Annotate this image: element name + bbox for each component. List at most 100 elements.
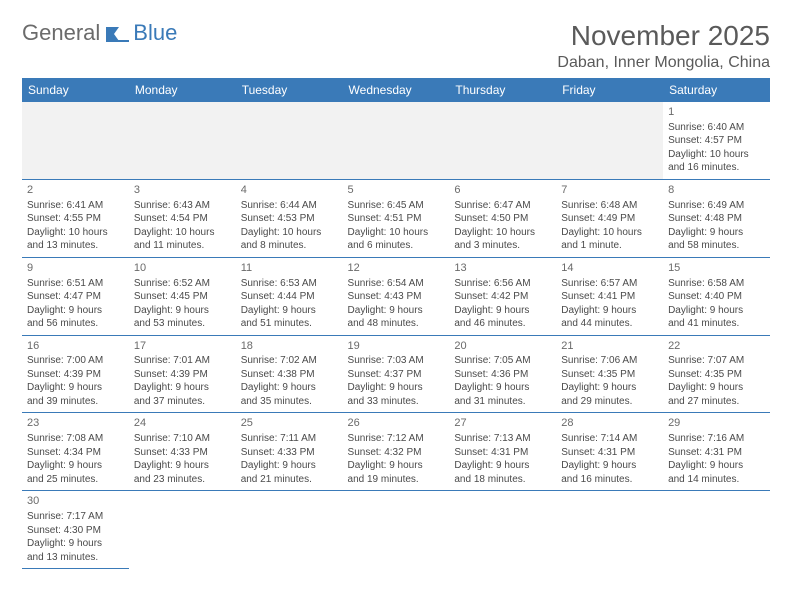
day-number: 18 bbox=[241, 339, 338, 354]
calendar-day-cell: 8Sunrise: 6:49 AMSunset: 4:48 PMDaylight… bbox=[663, 179, 770, 257]
calendar-body: 1Sunrise: 6:40 AMSunset: 4:57 PMDaylight… bbox=[22, 102, 770, 569]
calendar-day-cell: 4Sunrise: 6:44 AMSunset: 4:53 PMDaylight… bbox=[236, 179, 343, 257]
weekday-header-row: SundayMondayTuesdayWednesdayThursdayFrid… bbox=[22, 78, 770, 102]
calendar-day-cell: 14Sunrise: 6:57 AMSunset: 4:41 PMDayligh… bbox=[556, 257, 663, 335]
daylight-line-1: Daylight: 9 hours bbox=[241, 381, 338, 395]
daylight-line-1: Daylight: 10 hours bbox=[134, 226, 231, 240]
day-number: 13 bbox=[454, 261, 551, 276]
logo-text-2: Blue bbox=[133, 20, 177, 46]
sunset-line: Sunset: 4:37 PM bbox=[348, 368, 445, 382]
daylight-line-1: Daylight: 10 hours bbox=[561, 226, 658, 240]
daylight-line-2: and 56 minutes. bbox=[27, 317, 124, 331]
calendar-week-row: 23Sunrise: 7:08 AMSunset: 4:34 PMDayligh… bbox=[22, 413, 770, 491]
sunrise-line: Sunrise: 7:12 AM bbox=[348, 432, 445, 446]
logo: General Blue bbox=[22, 20, 177, 46]
daylight-line-1: Daylight: 9 hours bbox=[668, 381, 765, 395]
calendar-day-cell: 27Sunrise: 7:13 AMSunset: 4:31 PMDayligh… bbox=[449, 413, 556, 491]
calendar-day-cell: 13Sunrise: 6:56 AMSunset: 4:42 PMDayligh… bbox=[449, 257, 556, 335]
calendar-day-cell: 21Sunrise: 7:06 AMSunset: 4:35 PMDayligh… bbox=[556, 335, 663, 413]
daylight-line-1: Daylight: 9 hours bbox=[348, 381, 445, 395]
calendar-day-cell bbox=[236, 491, 343, 569]
day-number: 28 bbox=[561, 416, 658, 431]
sunset-line: Sunset: 4:33 PM bbox=[134, 446, 231, 460]
location: Daban, Inner Mongolia, China bbox=[557, 54, 770, 72]
day-number: 10 bbox=[134, 261, 231, 276]
sunset-line: Sunset: 4:54 PM bbox=[134, 212, 231, 226]
sunset-line: Sunset: 4:31 PM bbox=[454, 446, 551, 460]
day-number: 4 bbox=[241, 183, 338, 198]
day-number: 8 bbox=[668, 183, 765, 198]
day-number: 22 bbox=[668, 339, 765, 354]
calendar-day-cell bbox=[556, 491, 663, 569]
daylight-line-1: Daylight: 9 hours bbox=[668, 304, 765, 318]
day-number: 5 bbox=[348, 183, 445, 198]
sunset-line: Sunset: 4:31 PM bbox=[561, 446, 658, 460]
sunset-line: Sunset: 4:49 PM bbox=[561, 212, 658, 226]
daylight-line-2: and 39 minutes. bbox=[27, 395, 124, 409]
month-title: November 2025 bbox=[557, 20, 770, 52]
daylight-line-2: and 14 minutes. bbox=[668, 473, 765, 487]
calendar-day-cell: 16Sunrise: 7:00 AMSunset: 4:39 PMDayligh… bbox=[22, 335, 129, 413]
sunrise-line: Sunrise: 7:00 AM bbox=[27, 354, 124, 368]
sunrise-line: Sunrise: 7:13 AM bbox=[454, 432, 551, 446]
calendar-day-cell: 11Sunrise: 6:53 AMSunset: 4:44 PMDayligh… bbox=[236, 257, 343, 335]
daylight-line-1: Daylight: 9 hours bbox=[134, 381, 231, 395]
daylight-line-1: Daylight: 9 hours bbox=[134, 304, 231, 318]
sunset-line: Sunset: 4:47 PM bbox=[27, 290, 124, 304]
daylight-line-2: and 6 minutes. bbox=[348, 239, 445, 253]
calendar-day-cell bbox=[449, 491, 556, 569]
daylight-line-1: Daylight: 9 hours bbox=[27, 537, 124, 551]
sunset-line: Sunset: 4:55 PM bbox=[27, 212, 124, 226]
weekday-header: Sunday bbox=[22, 78, 129, 102]
calendar-day-cell bbox=[129, 491, 236, 569]
daylight-line-2: and 33 minutes. bbox=[348, 395, 445, 409]
daylight-line-2: and 13 minutes. bbox=[27, 551, 124, 565]
day-number: 20 bbox=[454, 339, 551, 354]
day-number: 7 bbox=[561, 183, 658, 198]
daylight-line-2: and 58 minutes. bbox=[668, 239, 765, 253]
daylight-line-1: Daylight: 9 hours bbox=[348, 459, 445, 473]
daylight-line-1: Daylight: 9 hours bbox=[241, 304, 338, 318]
daylight-line-2: and 16 minutes. bbox=[668, 161, 765, 175]
sunset-line: Sunset: 4:45 PM bbox=[134, 290, 231, 304]
calendar-day-cell bbox=[236, 102, 343, 179]
daylight-line-2: and 51 minutes. bbox=[241, 317, 338, 331]
daylight-line-1: Daylight: 9 hours bbox=[454, 304, 551, 318]
daylight-line-1: Daylight: 10 hours bbox=[454, 226, 551, 240]
weekday-header: Thursday bbox=[449, 78, 556, 102]
daylight-line-2: and 31 minutes. bbox=[454, 395, 551, 409]
sunrise-line: Sunrise: 6:47 AM bbox=[454, 199, 551, 213]
sunset-line: Sunset: 4:32 PM bbox=[348, 446, 445, 460]
day-number: 3 bbox=[134, 183, 231, 198]
sunrise-line: Sunrise: 7:10 AM bbox=[134, 432, 231, 446]
sunrise-line: Sunrise: 6:48 AM bbox=[561, 199, 658, 213]
day-number: 27 bbox=[454, 416, 551, 431]
calendar-day-cell bbox=[663, 491, 770, 569]
sunrise-line: Sunrise: 6:57 AM bbox=[561, 277, 658, 291]
calendar-day-cell bbox=[22, 102, 129, 179]
sunset-line: Sunset: 4:35 PM bbox=[668, 368, 765, 382]
header: General Blue November 2025 Daban, Inner … bbox=[22, 20, 770, 72]
daylight-line-2: and 13 minutes. bbox=[27, 239, 124, 253]
daylight-line-2: and 11 minutes. bbox=[134, 239, 231, 253]
day-number: 14 bbox=[561, 261, 658, 276]
daylight-line-1: Daylight: 10 hours bbox=[668, 148, 765, 162]
daylight-line-1: Daylight: 9 hours bbox=[561, 304, 658, 318]
sunrise-line: Sunrise: 7:02 AM bbox=[241, 354, 338, 368]
daylight-line-2: and 48 minutes. bbox=[348, 317, 445, 331]
calendar-day-cell bbox=[449, 102, 556, 179]
day-number: 2 bbox=[27, 183, 124, 198]
calendar-day-cell: 25Sunrise: 7:11 AMSunset: 4:33 PMDayligh… bbox=[236, 413, 343, 491]
sunrise-line: Sunrise: 6:53 AM bbox=[241, 277, 338, 291]
sunrise-line: Sunrise: 7:05 AM bbox=[454, 354, 551, 368]
sunrise-line: Sunrise: 6:49 AM bbox=[668, 199, 765, 213]
calendar-day-cell: 3Sunrise: 6:43 AMSunset: 4:54 PMDaylight… bbox=[129, 179, 236, 257]
logalblue-flag-icon bbox=[105, 25, 131, 43]
sunrise-line: Sunrise: 6:58 AM bbox=[668, 277, 765, 291]
daylight-line-2: and 18 minutes. bbox=[454, 473, 551, 487]
weekday-header: Wednesday bbox=[343, 78, 450, 102]
daylight-line-2: and 53 minutes. bbox=[134, 317, 231, 331]
calendar-day-cell bbox=[343, 491, 450, 569]
sunrise-line: Sunrise: 6:43 AM bbox=[134, 199, 231, 213]
daylight-line-1: Daylight: 9 hours bbox=[27, 304, 124, 318]
